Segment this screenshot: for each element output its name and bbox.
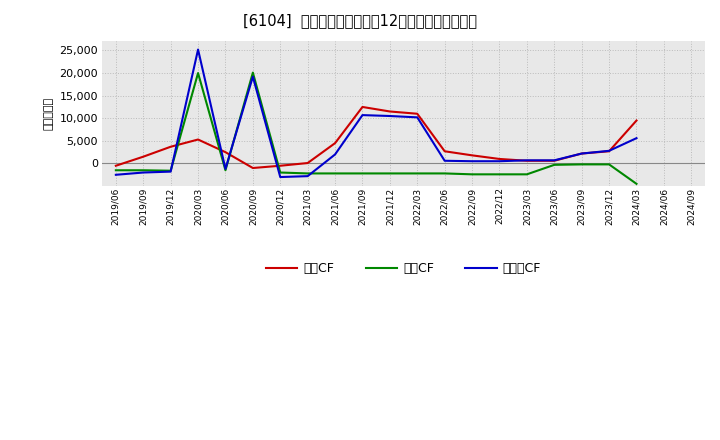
営業CF — [112, 163, 120, 169]
営業CF — [139, 154, 148, 159]
投資CF — [330, 171, 339, 176]
投資CF — [166, 168, 175, 173]
投資CF — [248, 70, 257, 75]
フリーCF — [139, 170, 148, 175]
営業CF — [413, 111, 422, 117]
フリーCF — [385, 114, 394, 119]
フリーCF — [605, 148, 613, 154]
Line: フリーCF: フリーCF — [116, 50, 636, 177]
営業CF — [523, 158, 531, 163]
営業CF — [221, 150, 230, 155]
Legend: 営業CF, 投資CF, フリーCF: 営業CF, 投資CF, フリーCF — [261, 257, 546, 280]
フリーCF — [468, 158, 477, 164]
営業CF — [303, 161, 312, 166]
営業CF — [605, 149, 613, 154]
投資CF — [632, 181, 641, 187]
投資CF — [221, 168, 230, 173]
営業CF — [248, 165, 257, 171]
フリーCF — [413, 115, 422, 120]
営業CF — [385, 109, 394, 114]
フリーCF — [523, 158, 531, 163]
フリーCF — [221, 166, 230, 172]
投資CF — [112, 168, 120, 173]
営業CF — [441, 149, 449, 154]
Text: [6104]  キャッシュフローの12か月移動合計の推移: [6104] キャッシュフローの12か月移動合計の推移 — [243, 13, 477, 28]
投資CF — [139, 168, 148, 173]
営業CF — [276, 163, 284, 169]
Line: 投資CF: 投資CF — [116, 73, 636, 184]
フリーCF — [248, 74, 257, 79]
投資CF — [441, 171, 449, 176]
フリーCF — [441, 158, 449, 163]
フリーCF — [577, 151, 586, 156]
フリーCF — [276, 174, 284, 180]
投資CF — [194, 70, 202, 76]
営業CF — [468, 153, 477, 158]
投資CF — [468, 172, 477, 177]
営業CF — [194, 137, 202, 142]
営業CF — [632, 118, 641, 123]
投資CF — [605, 162, 613, 167]
投資CF — [577, 162, 586, 167]
投資CF — [550, 162, 559, 168]
Y-axis label: （百万円）: （百万円） — [44, 97, 54, 130]
営業CF — [358, 104, 366, 110]
フリーCF — [303, 173, 312, 179]
投資CF — [276, 170, 284, 175]
投資CF — [523, 172, 531, 177]
営業CF — [577, 151, 586, 156]
営業CF — [330, 140, 339, 146]
投資CF — [303, 171, 312, 176]
Line: 営業CF: 営業CF — [116, 107, 636, 168]
フリーCF — [358, 113, 366, 118]
フリーCF — [166, 169, 175, 174]
投資CF — [358, 171, 366, 176]
投資CF — [413, 171, 422, 176]
フリーCF — [550, 158, 559, 163]
営業CF — [166, 144, 175, 150]
投資CF — [385, 171, 394, 176]
営業CF — [495, 156, 504, 161]
フリーCF — [112, 172, 120, 177]
フリーCF — [330, 152, 339, 157]
投資CF — [495, 172, 504, 177]
フリーCF — [495, 158, 504, 164]
フリーCF — [194, 47, 202, 52]
営業CF — [550, 158, 559, 163]
フリーCF — [632, 136, 641, 141]
